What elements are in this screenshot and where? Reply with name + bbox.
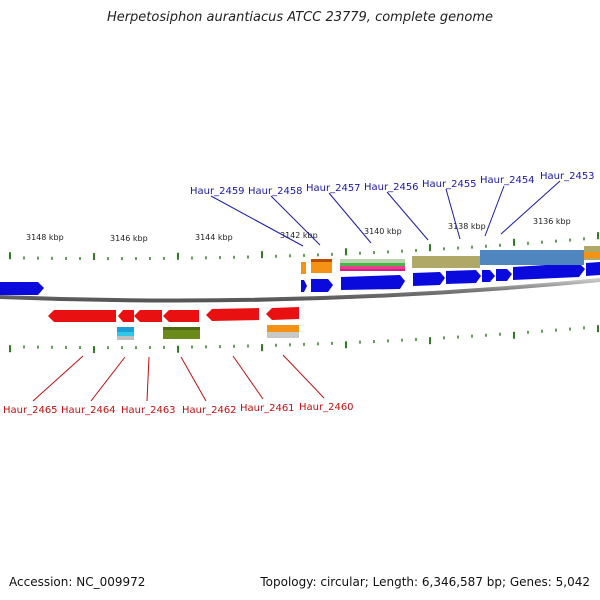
reverse-genes <box>48 307 299 322</box>
gene-label-reverse[interactable]: Haur_2465 <box>3 405 58 416</box>
gene-arrow <box>163 310 199 322</box>
gene-arrow <box>513 263 585 280</box>
gene-arrow <box>266 307 299 320</box>
feature-block <box>340 269 405 271</box>
gene-label-forward[interactable]: Haur_2455 <box>422 179 477 190</box>
gene-arrow <box>482 270 495 282</box>
reverse-label-leaders <box>32 354 325 402</box>
feature-block <box>412 256 480 268</box>
feature-block <box>311 259 332 262</box>
tick-label: 3138 kbp <box>448 222 486 231</box>
feature-block <box>340 259 405 263</box>
gene-label-reverse[interactable]: Haur_2461 <box>240 403 295 414</box>
feature-block <box>340 263 405 266</box>
forward-genes <box>0 262 600 295</box>
scale-ticks-top <box>9 232 599 261</box>
feature-block <box>301 262 306 274</box>
gene-label-forward[interactable]: Haur_2458 <box>248 186 303 197</box>
gene-label-forward[interactable]: Haur_2453 <box>540 171 595 182</box>
feature-block <box>163 327 200 330</box>
feature-block <box>267 332 299 338</box>
scale-ticks-bottom <box>9 325 599 354</box>
feature-block <box>267 325 299 332</box>
gene-label-forward[interactable]: Haur_2456 <box>364 182 419 193</box>
gene-arrow <box>0 282 44 295</box>
feature-block <box>480 250 584 265</box>
gene-label-reverse[interactable]: Haur_2463 <box>121 405 176 416</box>
feature-block <box>584 252 600 258</box>
gene-arrow <box>586 262 600 276</box>
tick-label: 3142 kbp <box>280 231 318 240</box>
gene-label-forward[interactable]: Haur_2457 <box>306 183 361 194</box>
gene-arrow <box>301 280 307 292</box>
feature-block <box>117 336 134 340</box>
gene-arrow <box>341 275 405 290</box>
tick-label: 3140 kbp <box>364 227 402 236</box>
tick-label: 3136 kbp <box>533 217 571 226</box>
feature-block <box>340 266 405 269</box>
reverse-features <box>117 325 299 340</box>
feature-block <box>117 332 134 336</box>
gene-label-reverse[interactable]: Haur_2460 <box>299 402 354 413</box>
tick-label: 3148 kbp <box>26 233 64 242</box>
gene-arrow <box>446 270 481 284</box>
gene-label-forward[interactable]: Haur_2454 <box>480 175 535 186</box>
accession-text: Accession: NC_009972 <box>9 575 146 589</box>
genome-backbone <box>0 278 600 303</box>
gene-label-forward[interactable]: Haur_2459 <box>190 186 245 197</box>
gene-arrow <box>311 279 333 292</box>
tick-label: 3144 kbp <box>195 233 233 242</box>
map-title: Herpetosiphon aurantiacus ATCC 23779, co… <box>106 10 494 25</box>
forward-label-leaders <box>210 180 561 247</box>
feature-block <box>117 327 134 332</box>
gene-arrow <box>48 310 116 322</box>
gene-arrow <box>496 269 512 281</box>
tick-label: 3146 kbp <box>110 234 148 243</box>
forward-features <box>301 246 600 274</box>
feature-block <box>311 261 332 273</box>
gene-arrow <box>206 308 259 321</box>
gene-arrow <box>118 310 134 322</box>
gene-label-reverse[interactable]: Haur_2464 <box>61 405 116 416</box>
genome-stats-text: Topology: circular; Length: 6,346,587 bp… <box>260 575 590 589</box>
gene-label-reverse[interactable]: Haur_2462 <box>182 405 237 416</box>
gene-arrow <box>134 310 162 322</box>
gene-arrow <box>413 272 445 286</box>
